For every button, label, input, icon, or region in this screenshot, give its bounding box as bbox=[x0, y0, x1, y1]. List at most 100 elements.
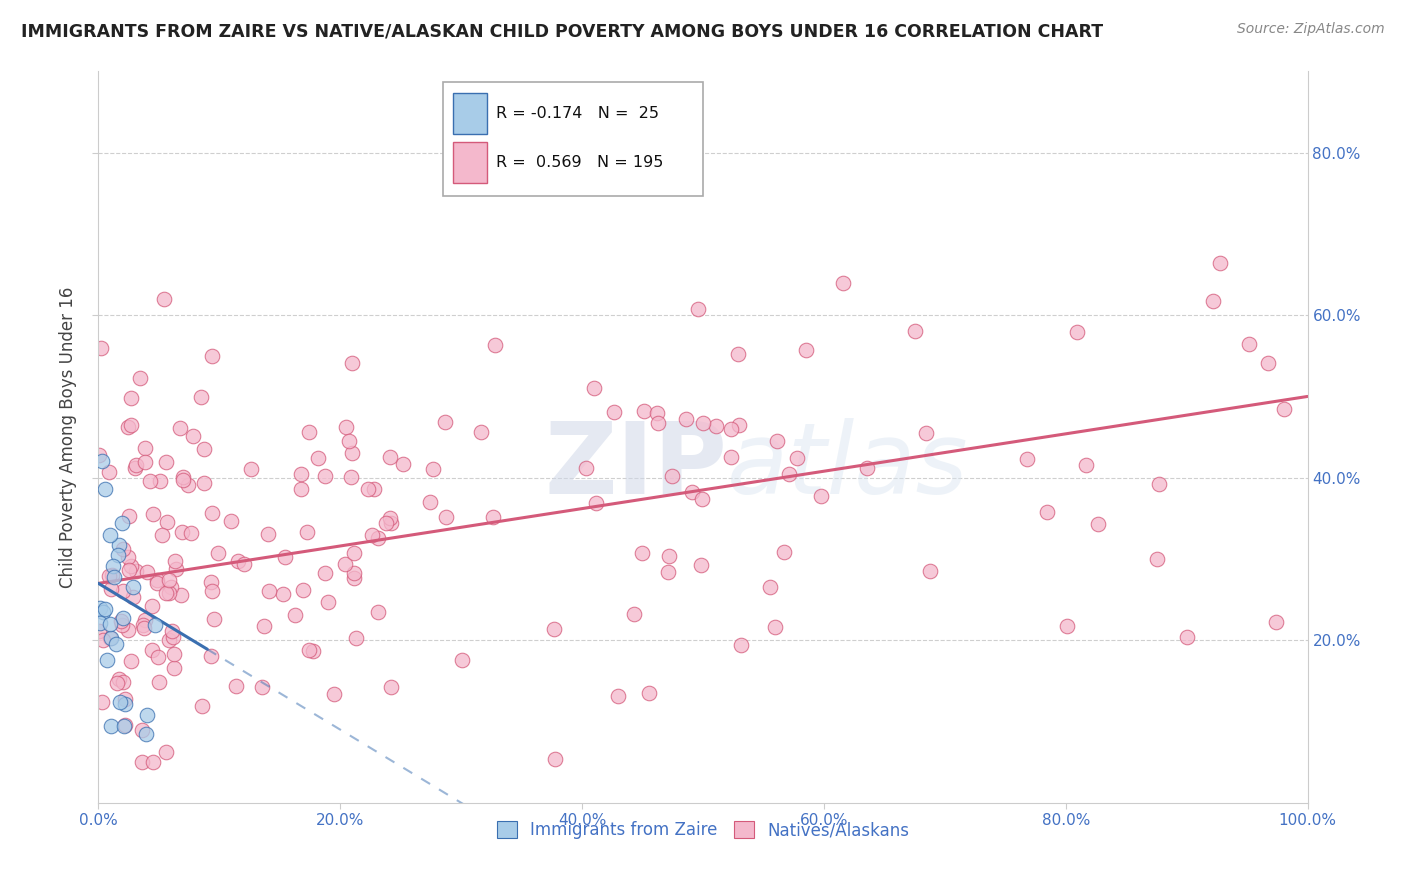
Point bbox=[91, 454, 114, 468]
Point bbox=[181, 429, 204, 443]
Point bbox=[91, 632, 114, 647]
Point bbox=[162, 630, 184, 644]
Point bbox=[112, 719, 135, 733]
Point bbox=[1149, 476, 1171, 491]
Point bbox=[1264, 615, 1286, 629]
Point bbox=[111, 611, 134, 625]
Point bbox=[273, 587, 295, 601]
Point bbox=[142, 755, 165, 769]
Point bbox=[1237, 337, 1260, 351]
Point bbox=[143, 617, 166, 632]
Point bbox=[419, 495, 441, 509]
Point bbox=[256, 527, 278, 541]
Point bbox=[661, 469, 683, 483]
Point bbox=[340, 470, 363, 484]
Point bbox=[148, 650, 170, 665]
Point bbox=[89, 601, 111, 615]
Point bbox=[633, 404, 655, 418]
Point bbox=[100, 719, 122, 733]
Point bbox=[250, 680, 273, 694]
Point bbox=[253, 618, 276, 632]
Point bbox=[257, 583, 280, 598]
Point bbox=[105, 637, 128, 651]
Point bbox=[380, 516, 402, 531]
Point bbox=[155, 454, 177, 468]
Point bbox=[165, 554, 187, 568]
Point bbox=[658, 549, 681, 563]
Point bbox=[170, 588, 193, 602]
Point bbox=[190, 390, 212, 404]
Point bbox=[96, 653, 118, 667]
Point bbox=[602, 404, 624, 418]
Point bbox=[298, 425, 321, 439]
Point bbox=[832, 276, 855, 290]
Point bbox=[200, 575, 222, 590]
Point bbox=[1017, 452, 1039, 467]
Point bbox=[575, 460, 598, 475]
Point bbox=[172, 473, 194, 487]
Point bbox=[773, 545, 796, 559]
Point bbox=[146, 575, 169, 590]
Point bbox=[904, 324, 927, 338]
Point bbox=[160, 624, 183, 638]
Point bbox=[131, 755, 153, 769]
Point bbox=[132, 617, 155, 632]
Text: R = -0.174   N =  25: R = -0.174 N = 25 bbox=[496, 106, 659, 121]
Point bbox=[422, 462, 444, 476]
Point bbox=[110, 614, 132, 628]
Point bbox=[920, 564, 942, 578]
Point bbox=[363, 482, 385, 496]
Point bbox=[1056, 618, 1078, 632]
Point bbox=[297, 643, 319, 657]
Point bbox=[607, 689, 630, 703]
Point bbox=[225, 679, 247, 693]
Point bbox=[142, 507, 165, 521]
Text: R =  0.569   N = 195: R = 0.569 N = 195 bbox=[496, 155, 664, 170]
Point bbox=[1074, 458, 1097, 472]
Point bbox=[689, 558, 711, 572]
Point bbox=[786, 451, 808, 466]
Point bbox=[159, 580, 181, 594]
Point bbox=[1175, 630, 1198, 644]
Point bbox=[337, 434, 360, 448]
Point bbox=[111, 618, 134, 632]
Text: ZIP: ZIP bbox=[544, 417, 727, 515]
Point bbox=[135, 727, 157, 741]
Point bbox=[367, 531, 389, 545]
Point bbox=[114, 718, 136, 732]
Point bbox=[1066, 325, 1088, 339]
Point bbox=[1201, 293, 1223, 308]
Point bbox=[111, 542, 134, 557]
Point bbox=[117, 419, 139, 434]
Point bbox=[98, 631, 121, 645]
Point bbox=[93, 605, 115, 619]
Point bbox=[343, 571, 366, 585]
Point bbox=[378, 511, 401, 525]
Point bbox=[1146, 552, 1168, 566]
Point bbox=[855, 461, 877, 475]
Point bbox=[141, 643, 163, 657]
Point bbox=[153, 292, 176, 306]
Point bbox=[302, 644, 325, 658]
Point bbox=[392, 457, 415, 471]
Point bbox=[90, 342, 112, 356]
Point bbox=[157, 573, 180, 587]
Point bbox=[94, 483, 117, 497]
Point bbox=[239, 461, 262, 475]
Point bbox=[120, 559, 142, 574]
FancyBboxPatch shape bbox=[443, 82, 703, 195]
Point bbox=[728, 417, 751, 432]
Point bbox=[177, 478, 200, 492]
Point bbox=[157, 585, 180, 599]
Point bbox=[98, 617, 121, 632]
Y-axis label: Child Poverty Among Boys Under 16: Child Poverty Among Boys Under 16 bbox=[59, 286, 77, 588]
Point bbox=[308, 450, 330, 465]
Point bbox=[434, 509, 457, 524]
Point bbox=[316, 594, 339, 608]
Point bbox=[91, 695, 114, 709]
Point bbox=[201, 506, 224, 520]
Point bbox=[1272, 401, 1295, 416]
Point bbox=[191, 699, 214, 714]
Point bbox=[139, 474, 162, 488]
Legend: Immigrants from Zaire, Natives/Alaskans: Immigrants from Zaire, Natives/Alaskans bbox=[489, 814, 917, 846]
